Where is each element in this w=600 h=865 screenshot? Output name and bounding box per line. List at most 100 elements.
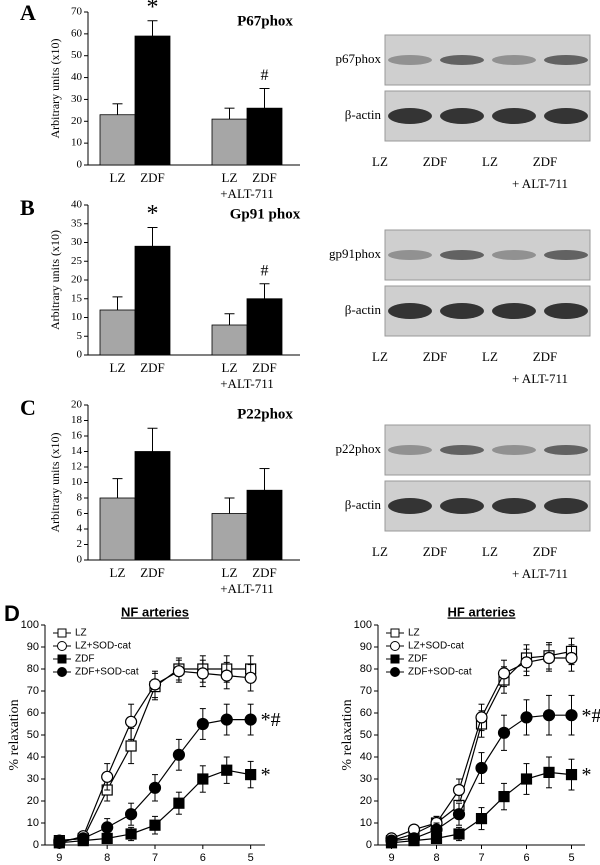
blot-lane-label: LZ [482,349,498,364]
blot-band [544,445,588,455]
y-tick-label: 16 [71,430,83,442]
bar [246,298,283,356]
bar [211,324,248,356]
x-tick-label: 7 [478,852,484,864]
x-tick-label: 9 [56,852,62,864]
significance-mark: *# [582,705,600,727]
blot-band [492,250,536,260]
legend-label: ZDF [408,654,427,665]
x-tick-label: 6 [523,852,529,864]
blot-group-label: + ALT-711 [512,371,568,386]
x-tick-label: ZDF [140,360,165,375]
blot-band [492,108,536,124]
marker [407,832,421,845]
blot-band [492,445,536,455]
y-tick-label: 20 [71,399,83,411]
chart-title: NF arteries [121,604,189,619]
x-tick-label: ZDF [252,565,277,580]
marker [542,651,556,665]
marker [245,768,257,781]
panel-letter: D [4,601,20,626]
marker [196,667,209,680]
blot-band [544,498,588,514]
y-tick-label: 40 [360,751,372,763]
y-tick-label: 15 [71,292,83,304]
marker [149,819,161,831]
marker [220,669,233,682]
y-tick-label: 5 [77,330,83,342]
legend-label: ZDF+SOD-cat [408,667,472,678]
marker [543,766,555,779]
blot-lane-label: ZDF [423,349,448,364]
marker [498,790,510,803]
blot-group-label: + ALT-711 [512,566,568,581]
marker [385,834,398,847]
y-tick-label: 4 [77,523,83,535]
marker [542,709,556,722]
y-tick-label: 10 [71,476,83,488]
y-tick-label: 8 [77,492,83,504]
y-axis-label: % relaxation [340,699,355,770]
blot-band [544,250,588,260]
y-tick-label: 70 [71,6,83,18]
x-tick-label: LZ [110,360,126,375]
bar [99,309,136,356]
chart-title: P22phox [237,406,293,422]
blot-band [492,498,536,514]
y-tick-label: 30 [27,773,39,785]
legend-marker [390,654,400,664]
y-tick-label: 0 [77,554,83,566]
marker [220,713,233,726]
marker [221,764,233,776]
marker [475,812,488,825]
x-tick-label: LZ [222,565,238,580]
marker [125,828,137,840]
y-tick-label: 30 [360,773,372,785]
blot-lane-label: LZ [482,154,498,169]
x-tick-label: LZ [110,565,126,580]
y-tick-label: 40 [71,71,83,83]
blot-lane-label: LZ [372,154,388,169]
y-tick-label: 60 [27,707,39,719]
panel-letter: A [20,0,36,25]
y-tick-label: 90 [360,641,372,653]
x-tick-label: 8 [104,852,110,864]
marker [244,713,257,726]
legend-marker [390,628,400,638]
blot-row-label: β-actin [345,302,382,317]
marker [125,740,137,752]
y-axis-label: Arbitrary units (x10) [48,230,62,330]
y-axis-label: Arbitrary units (x10) [48,433,62,533]
marker [497,726,511,739]
blot-row-label: p22phox [336,441,382,456]
y-tick-label: 50 [71,49,83,61]
y-tick-label: 50 [360,729,372,741]
legend-label: LZ [408,628,420,639]
marker [565,651,578,665]
bar [134,35,171,166]
marker [101,821,114,834]
marker [124,715,138,728]
significance-mark: * [147,201,159,227]
significance-mark: *# [261,709,281,731]
legend-marker [390,667,400,677]
marker [475,711,488,724]
bar [211,513,248,561]
significance-mark: * [147,0,159,20]
chart-title: P67phox [237,13,293,29]
y-tick-label: 10 [360,817,372,829]
blot-band [440,250,484,260]
bar [134,451,171,561]
y-tick-label: 0 [33,839,39,851]
marker [77,832,90,845]
legend-marker [57,667,67,677]
marker [430,823,443,836]
y-tick-label: 80 [360,663,372,675]
x-tick-label: ZDF [252,170,277,185]
blot-band [388,108,432,124]
significance-mark: * [261,764,271,786]
blot-lane-label: ZDF [423,544,448,559]
y-tick-label: 100 [354,619,372,631]
group-label: +ALT-711 [220,376,274,391]
legend-marker [57,654,67,664]
